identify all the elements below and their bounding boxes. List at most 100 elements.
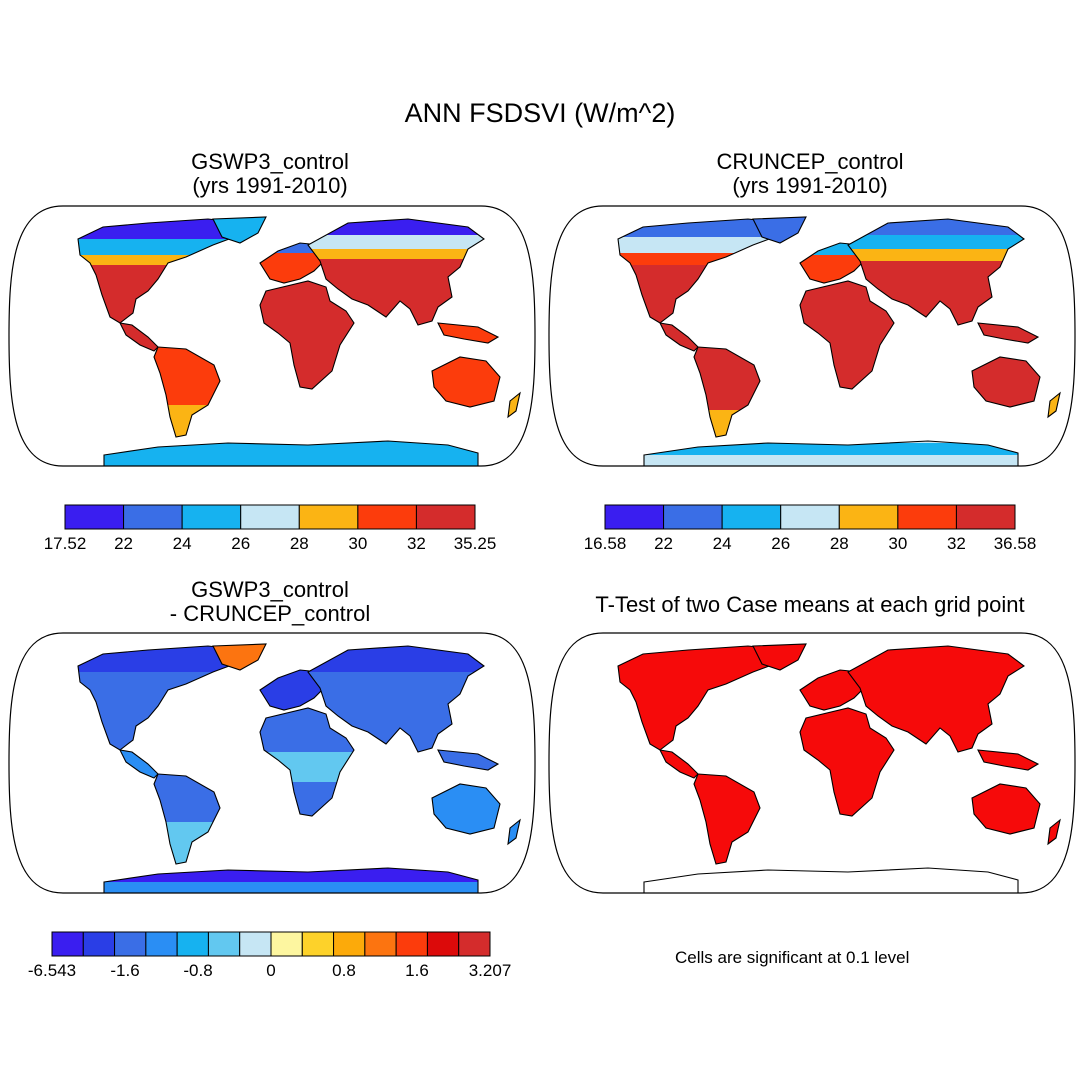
cruncep-antarctica-coast	[643, 440, 1019, 466]
diff-southAmerica-coast	[153, 773, 221, 865]
colorbar-gswp3-labels-tick-7: 35.25	[453, 534, 497, 553]
cruncep-seAsiaIslands-fill	[978, 323, 1038, 343]
colorbar-gswp3-box-5	[357, 504, 417, 530]
ttest-centralAmerica-coast	[659, 749, 699, 779]
cruncep-centralAmerica-fill	[660, 323, 698, 351]
gswp3-seAsiaIslands-fill	[438, 323, 498, 343]
colorbar-diff-box-6	[239, 931, 272, 957]
gswp3-antarctica-coast	[103, 440, 479, 466]
cruncep-greenland-fill	[753, 217, 806, 243]
panel-title-diff: GSWP3_control - CRUNCEP_control	[120, 578, 420, 626]
colorbar-gswp3-labels-tick-0: 17.52	[43, 534, 87, 553]
cruncep-map-frame	[548, 205, 1076, 467]
colorbar-diff-box-10	[364, 931, 397, 957]
cruncep-asia-band-2	[848, 249, 1024, 261]
colorbar-cruncep-labels-tick-4: 28	[829, 534, 849, 553]
colorbar-cruncep-box-5	[897, 504, 957, 530]
ttest-africa-coast	[799, 707, 895, 817]
colorbar-diff-box-13	[458, 931, 491, 957]
cruncep-africa-fill	[800, 281, 894, 389]
ttest-asia-coast	[847, 645, 1025, 753]
ttest-northAmerica-fill	[618, 646, 783, 750]
diff-australia-coast	[431, 783, 501, 835]
gswp3-europe-coast	[259, 242, 327, 284]
ttest-africa-fill	[800, 708, 894, 816]
cruncep-southAmerica-coast	[693, 346, 761, 438]
colorbar-cruncep-box-6	[955, 504, 1016, 530]
ttest-antarctica-fill	[644, 868, 1018, 893]
colorbar-diff-box-12	[426, 931, 460, 957]
colorbar-diff-labels-tick-1: -1.6	[110, 961, 140, 980]
gswp3-asia-band-0	[308, 219, 484, 235]
ttest-europe-coast	[799, 669, 867, 711]
cruncep-asia-band-0	[848, 219, 1024, 235]
colorbar-cruncep-labels-tick-3: 26	[771, 534, 791, 553]
colorbar-gswp3-labels-tick-6: 32	[406, 534, 426, 553]
colorbar-gswp3-labels-tick-4: 28	[289, 534, 309, 553]
colorbar-cruncep-box-3	[780, 504, 840, 530]
colorbar-gswp3-box-1	[123, 504, 183, 530]
cruncep-southAmerica-band-0	[694, 410, 760, 437]
map-cruncep	[548, 205, 1076, 467]
colorbar-diff-labels-tick-3: 0	[266, 961, 276, 980]
colorbar-cruncep-labels-tick-5: 30	[888, 534, 908, 553]
map-ttest	[548, 632, 1076, 894]
diff-europe-coast	[259, 669, 327, 711]
diff-asia-coast	[307, 645, 485, 753]
colorbar-gswp3-labels-tick-3: 26	[231, 534, 251, 553]
ttest-australia-coast	[971, 783, 1041, 835]
gswp3-centralAmerica-coast	[119, 322, 159, 352]
colorbar-diff-labels-tick-5: 1.6	[405, 961, 429, 980]
colorbar-cruncep-box-2	[721, 504, 782, 530]
colorbar-diff-labels: -6.543 -1.6 -0.8 0 0.8 1.6 3.207	[28, 961, 511, 983]
colorbar-cruncep-labels-tick-1: 22	[654, 534, 674, 553]
diff-australia-fill	[432, 784, 500, 834]
diff-nz-fill	[508, 820, 520, 844]
colorbar-diff-box-11	[395, 931, 428, 957]
colorbar-gswp3-box-3	[240, 504, 300, 530]
cruncep-nz-coast	[1047, 391, 1061, 419]
colorbar-cruncep-labels-tick-6: 32	[946, 534, 966, 553]
panel-title-gswp3-line1: GSWP3_control	[191, 149, 349, 174]
ttest-seAsiaIslands-fill	[978, 750, 1038, 770]
colorbar-diff-box-5	[207, 931, 241, 957]
map-diff	[8, 632, 536, 894]
colorbar-gswp3-labels-tick-2: 24	[172, 534, 192, 553]
significance-note: Cells are significant at 0.1 level	[675, 948, 910, 967]
gswp3-map-frame	[8, 205, 536, 467]
panel-title-cruncep: CRUNCEP_control (yrs 1991-2010)	[660, 150, 960, 198]
colorbar-cruncep-labels-tick-7: 36.58	[993, 534, 1037, 553]
colorbar-diff-box-1	[82, 931, 116, 957]
colorbar-gswp3-box-2	[181, 504, 242, 530]
panel-title-gswp3: GSWP3_control (yrs 1991-2010)	[120, 150, 420, 198]
figure-title: ANN FSDSVI (W/m^2)	[404, 98, 676, 128]
colorbar-gswp3-box-0	[64, 504, 125, 530]
diff-nz-coast	[507, 818, 521, 846]
colorbar-cruncep	[604, 504, 1016, 530]
colorbar-cruncep-labels-tick-2: 24	[712, 534, 732, 553]
diff-antarctica-band-0	[104, 868, 478, 882]
ttest-centralAmerica-fill	[660, 750, 698, 778]
colorbar-gswp3-labels: 17.52 22 24 26 28 30 32 35.25	[44, 534, 497, 556]
diff-greenland-coast	[212, 643, 267, 671]
gswp3-australia-coast	[431, 356, 501, 408]
panel-title-cruncep-line1: CRUNCEP_control	[716, 149, 904, 174]
gswp3-asia-band-2	[308, 249, 484, 259]
ttest-southAmerica-fill	[694, 774, 760, 864]
ttest-greenland-fill	[753, 644, 806, 670]
diff-seAsiaIslands-coast	[437, 749, 500, 771]
colorbar-diff-box-4	[176, 931, 209, 957]
colorbar-cruncep-box-1	[663, 504, 723, 530]
gswp3-southAmerica-coast	[153, 346, 221, 438]
ttest-seAsiaIslands-coast	[977, 749, 1040, 771]
ttest-nz-fill	[1048, 820, 1060, 844]
colorbar-gswp3-labels-tick-1: 22	[114, 534, 134, 553]
colorbar-diff-labels-tick-4: 0.8	[332, 961, 356, 980]
gswp3-australia-fill	[432, 357, 500, 407]
colorbar-diff	[51, 931, 491, 957]
diff-seAsiaIslands-fill	[438, 750, 498, 770]
cruncep-asia-band-1	[848, 235, 1024, 249]
gswp3-centralAmerica-fill	[120, 323, 158, 351]
gswp3-asia-band-1	[308, 235, 484, 249]
ttest-australia-fill	[972, 784, 1040, 834]
